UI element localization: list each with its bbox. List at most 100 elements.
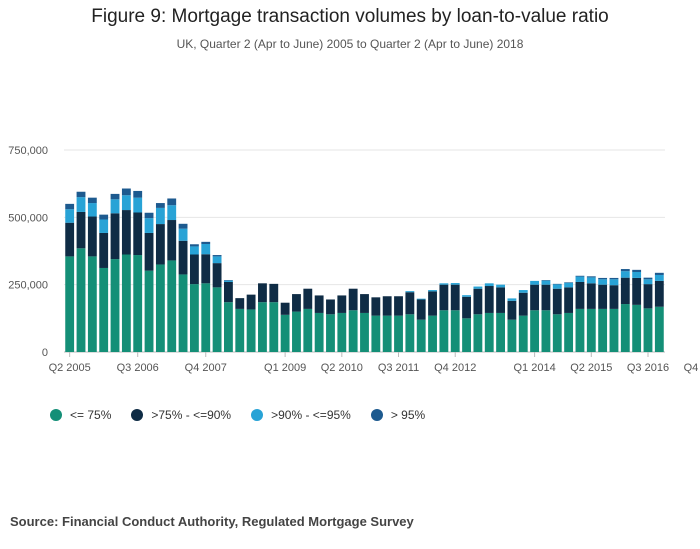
bar-segment xyxy=(189,284,199,352)
bar-segment xyxy=(201,243,211,255)
bar-segment xyxy=(428,315,437,352)
bar-segment xyxy=(552,283,562,285)
bar-segment xyxy=(541,284,551,311)
bar-segment xyxy=(167,220,177,261)
bar-segment xyxy=(212,256,222,264)
bar-segment xyxy=(99,219,109,233)
x-tick-label: Q2 2005 xyxy=(49,362,91,374)
legend-item: >75% - <=90% xyxy=(131,408,231,422)
bar-segment xyxy=(496,312,505,352)
bar-segment xyxy=(110,213,120,260)
bar-segment xyxy=(133,197,143,213)
bar-segment xyxy=(360,312,369,352)
bar-segment xyxy=(439,310,449,352)
bar-segment xyxy=(473,314,483,352)
bar-segment xyxy=(189,246,199,255)
bar-segment xyxy=(133,212,143,256)
bar-segment xyxy=(586,308,596,352)
source-note: Source: Financial Conduct Authority, Reg… xyxy=(10,514,414,529)
bar-segment xyxy=(416,319,426,352)
bar-segment xyxy=(110,199,120,214)
legend-label: > 95% xyxy=(390,408,426,422)
bar-segment xyxy=(394,296,403,316)
bar-segment xyxy=(121,195,131,211)
bar-segment xyxy=(620,271,630,278)
bar-segment xyxy=(167,260,177,352)
bar-segment xyxy=(224,302,233,352)
bar-segment xyxy=(133,190,143,198)
bar-segment xyxy=(235,298,245,309)
bar-segment xyxy=(258,283,267,303)
bar-segment xyxy=(121,210,131,255)
bar-segment xyxy=(654,306,664,352)
x-tick-label: Q3 2016 xyxy=(627,362,669,374)
bar-segment xyxy=(155,264,165,352)
bar-segment xyxy=(212,263,222,288)
bar-segment xyxy=(280,302,290,315)
bar-segment xyxy=(405,292,415,315)
legend-item: <= 75% xyxy=(50,408,111,422)
bar-segment xyxy=(598,284,608,309)
bar-segment xyxy=(609,285,619,309)
bar-segment xyxy=(518,292,528,316)
y-tick-label: 250,000 xyxy=(8,280,48,292)
legend-swatch xyxy=(131,409,144,421)
bar-segment xyxy=(620,304,630,352)
bar-segment xyxy=(586,277,596,284)
bar-segment xyxy=(110,259,120,352)
bar-segment xyxy=(609,279,619,286)
bar-segment xyxy=(586,276,596,278)
bar-segment xyxy=(189,244,199,247)
bar-segment xyxy=(258,302,267,352)
bar-segment xyxy=(609,308,619,352)
bar-segment xyxy=(235,308,245,352)
bar-segment xyxy=(484,283,494,287)
bar-segment xyxy=(507,319,517,352)
bar-segment xyxy=(269,302,279,352)
chart-title: Figure 9: Mortgage transaction volumes b… xyxy=(91,6,609,27)
legend-swatch xyxy=(251,409,264,421)
bar-segment xyxy=(371,315,381,352)
bar-segment xyxy=(65,209,75,223)
bar-segment xyxy=(314,295,324,313)
bar-segment xyxy=(76,191,86,198)
bar-segment xyxy=(654,280,664,307)
bar-segment xyxy=(144,232,154,271)
bar-segment xyxy=(405,314,415,352)
bar-segment xyxy=(416,298,426,300)
y-tick-label: 0 xyxy=(42,347,48,359)
y-tick-label: 500,000 xyxy=(8,212,48,224)
bar-segment xyxy=(507,300,517,320)
bar-segment xyxy=(224,281,233,303)
bar-segment xyxy=(76,248,86,352)
bar-segment xyxy=(564,312,574,352)
bar-segment xyxy=(552,284,562,289)
bar-segment xyxy=(167,198,177,206)
bar-segment xyxy=(496,287,505,313)
bar-segment xyxy=(450,284,460,311)
bar-segment xyxy=(575,308,585,352)
bar-segment xyxy=(632,272,642,278)
bar-segment xyxy=(575,281,585,309)
bar-segment xyxy=(654,274,664,281)
bar-segment xyxy=(246,309,256,352)
bar-segment xyxy=(133,255,143,352)
bar-segment xyxy=(178,228,188,241)
bar-segment xyxy=(178,223,188,229)
bar-segment xyxy=(609,277,619,280)
bar-segment xyxy=(405,291,415,293)
legend-label: >75% - <=90% xyxy=(151,408,232,422)
bar-segment xyxy=(530,310,540,352)
bar-segment xyxy=(348,310,358,352)
bar-segment xyxy=(598,279,608,285)
bar-segment xyxy=(462,295,471,297)
bar-segment xyxy=(643,308,653,352)
bar-segment xyxy=(530,280,540,285)
bar-segment xyxy=(87,203,97,217)
bar-segment xyxy=(620,277,630,305)
bar-segment xyxy=(144,212,154,219)
bar-segment xyxy=(541,280,551,285)
legend-item: >90% - <=95% xyxy=(251,408,351,422)
bar-segment xyxy=(439,283,449,285)
bar-segment xyxy=(382,296,392,316)
